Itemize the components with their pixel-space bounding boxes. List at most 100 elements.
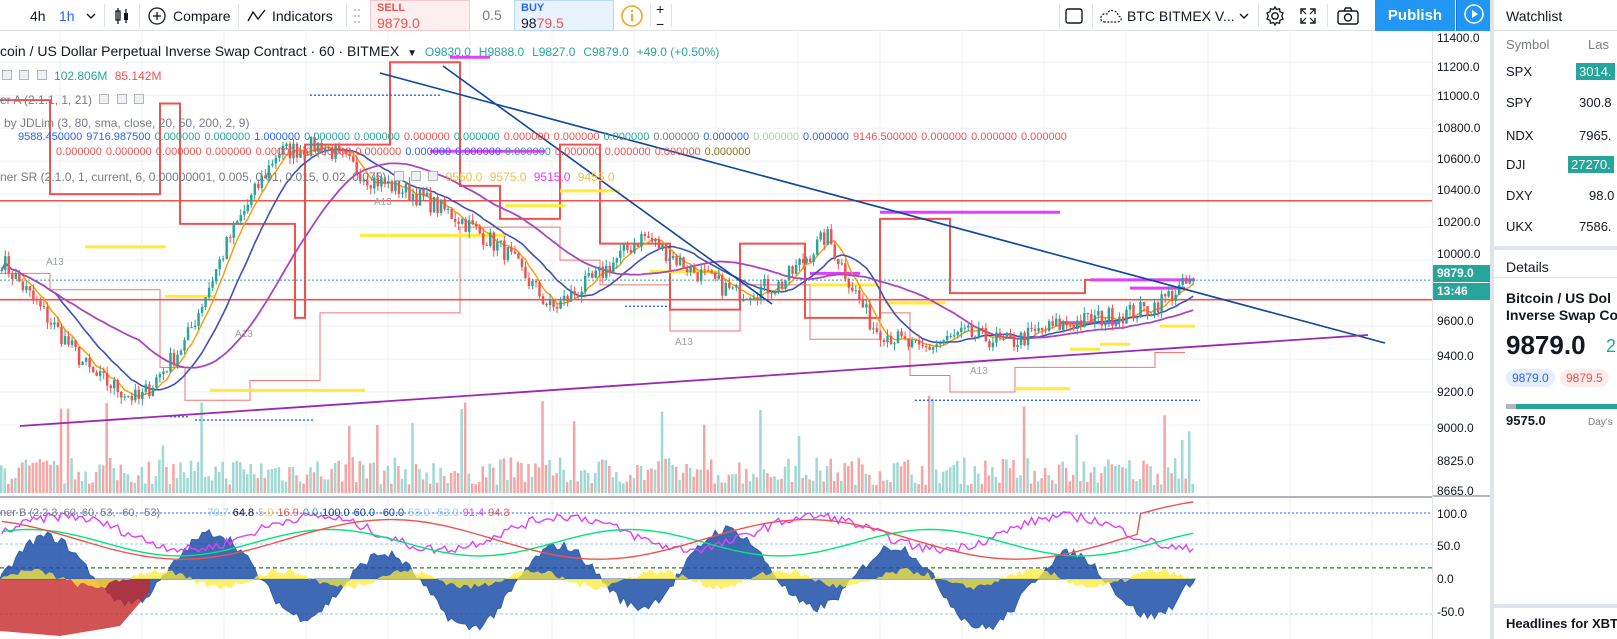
osc-value: 94.3 [488,507,510,519]
eye-icon[interactable] [393,171,404,181]
compare-button[interactable]: Compare [173,7,231,24]
drag-handle-icon[interactable] [353,0,361,31]
candle-body [995,332,998,343]
qty-minus-button[interactable]: − [656,15,665,32]
candle-body [889,335,893,345]
volume-bar [10,478,14,493]
volume-bar [787,458,790,493]
volume-bar [196,462,200,493]
watchlist-row[interactable]: NDX 7965. [1494,121,1617,150]
cloud-icon[interactable] [1099,0,1123,31]
watchlist-header[interactable]: Watchlist [1494,0,1617,31]
candle-body [390,181,394,192]
volume-bar [365,478,369,493]
candle-body [91,367,95,373]
jdlim-value: 0.000000 [355,146,402,158]
watchlist-row[interactable]: SPX 3014. [1494,57,1617,86]
volume-bar [724,482,727,493]
volume-bar [688,467,692,493]
indicators-button[interactable]: Indicators [272,7,333,24]
fullscreen-square-icon[interactable] [1064,0,1084,31]
watchlist-row[interactable]: DXY 98.0 [1494,181,1617,210]
eye-icon[interactable] [99,94,110,104]
chart-area[interactable]: coin / US Dollar Perpetual Inverse Swap … [0,31,1432,639]
days-range-bar [1506,404,1617,409]
compare-plus-icon[interactable] [148,0,166,31]
symbol-select[interactable]: BTC BITMEX V... [1127,7,1235,24]
watchlist-row[interactable]: DJI 27270. [1494,150,1617,179]
candle-body [211,281,214,288]
candle-body [531,280,534,286]
sell-button[interactable]: SELL 9879.0 [370,0,470,31]
buy-button[interactable]: BUY 9879.5 [514,0,614,31]
volume-bar [323,479,326,493]
interval-4h-button[interactable]: 4h [30,7,46,24]
qty-plus-button[interactable]: + [656,0,665,17]
camera-icon[interactable] [1337,0,1359,31]
jdlim-value: 0.000000 [971,131,1017,143]
volume-bar [393,457,397,493]
indicators-icon[interactable] [247,0,267,31]
publish-button[interactable]: Publish [1375,0,1455,31]
volume-bar [776,479,780,493]
volume-bar [509,457,513,493]
candle-body [239,214,242,222]
expand-icon[interactable] [1298,0,1318,31]
candle-body [74,340,77,348]
price-axis[interactable]: 11400.0 11200.0 11000.0 10800.0 10600.0 … [1432,31,1491,639]
candle-body [63,336,67,345]
gear-icon[interactable] [1264,0,1286,31]
replay-button[interactable] [1456,0,1490,31]
settings-icon[interactable] [410,171,421,181]
volume-bar [717,474,720,493]
headlines-header[interactable]: Headlines for XBT [1494,604,1617,639]
details-header[interactable]: Details [1494,246,1617,278]
volume-bar [319,476,323,493]
close-icon[interactable] [36,70,47,80]
close-icon[interactable] [134,94,145,104]
price-chart-canvas[interactable] [0,31,1432,639]
candle-body [236,221,239,224]
volume-bar [376,424,379,493]
volume-bar [87,483,91,493]
watchlist-row[interactable]: SPY 300.8 [1494,88,1617,117]
chevron-down-icon[interactable]: ▼ [407,48,417,59]
volume-bar [615,471,618,493]
candle-body [35,299,39,301]
volume-bar [147,461,151,493]
eye-icon[interactable] [2,70,12,80]
volume-bar [941,471,945,493]
candle-body [524,266,527,279]
volume-bar [172,463,175,493]
volume-bar [207,475,210,493]
volume-bar [745,468,748,493]
chevron-down-icon[interactable] [85,0,97,31]
candle-body [938,343,942,345]
candle-body [953,335,956,337]
volume-bar [681,472,685,493]
candles-icon[interactable] [113,0,131,31]
col-symbol[interactable]: Symbol [1506,37,1550,52]
watchlist-row[interactable]: UKX 7586. [1494,212,1617,241]
settings-icon[interactable] [116,94,127,104]
candle-body [155,377,158,388]
chevron-down-icon[interactable] [1238,0,1250,31]
candle-body [622,244,626,251]
price-tick: 9200.0 [1437,385,1474,399]
settings-icon[interactable] [19,70,30,80]
candle-body [492,232,496,251]
volume-bar [267,469,270,493]
interval-1h-button[interactable]: 1h [59,7,75,24]
volume-bar [369,463,372,493]
ohlc-open: O9830.0 [424,45,471,59]
wl-symbol: UKX [1506,219,1533,234]
volume-bar [794,465,797,493]
volume-bar [467,473,470,493]
close-icon[interactable] [428,171,439,181]
candle-body [675,255,678,266]
info-icon[interactable] [621,0,643,31]
volume-bar [330,468,333,493]
volume-bar [492,467,495,493]
osc-value: -60.0 [379,507,405,519]
col-last[interactable]: Las [1588,37,1609,52]
